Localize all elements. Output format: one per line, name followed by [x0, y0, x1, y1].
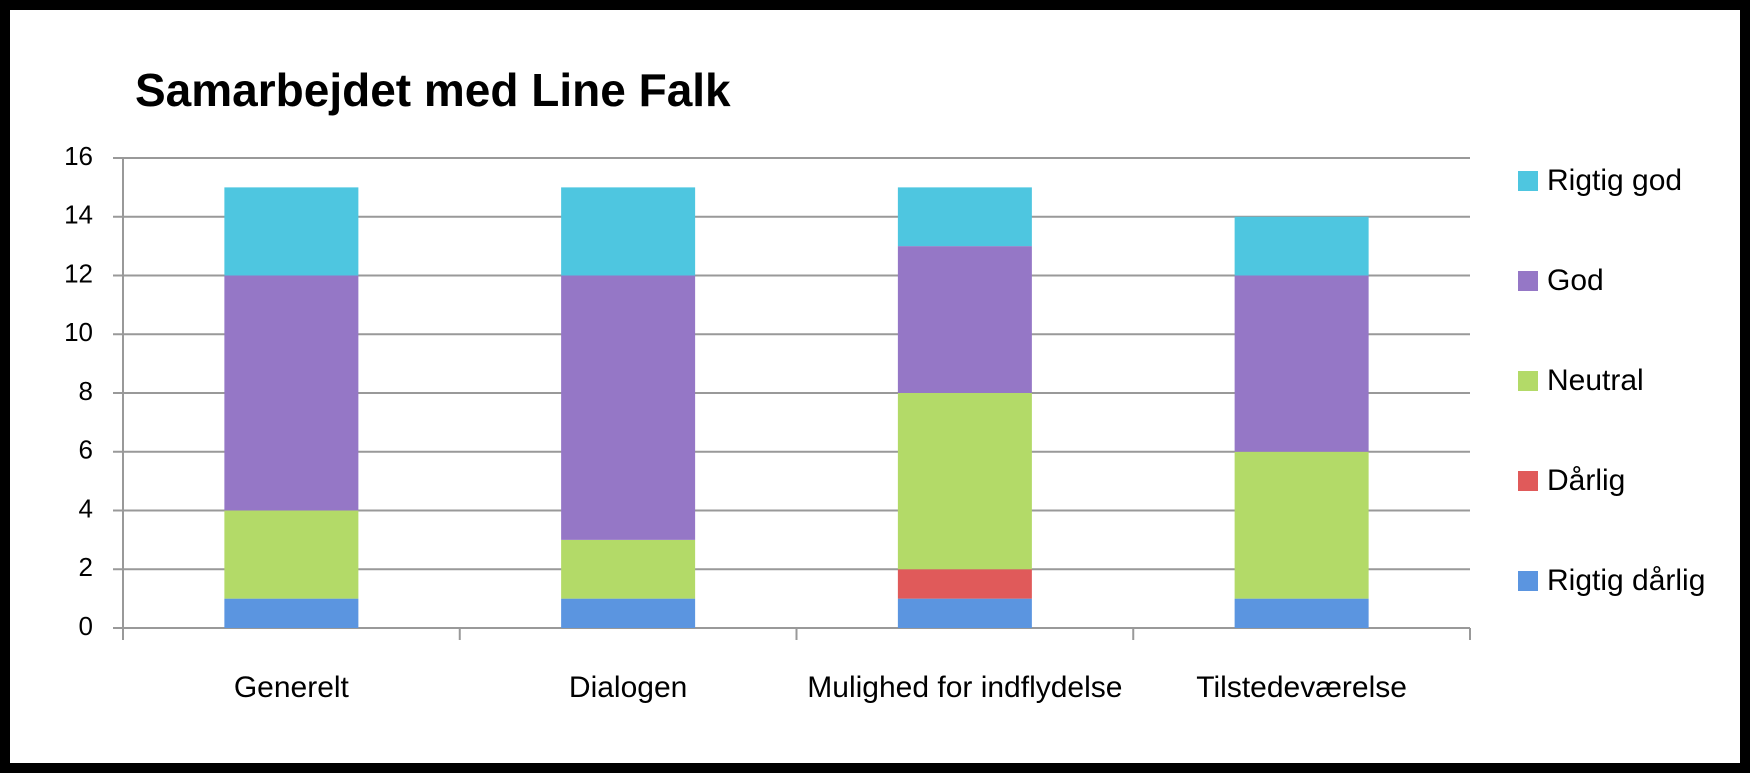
bar-segment: [561, 539, 696, 599]
legend-swatch: [1518, 171, 1538, 191]
legend-swatch: [1518, 371, 1538, 391]
legend-label: Neutral: [1547, 364, 1644, 397]
bar-segment: [897, 569, 1032, 599]
bar-segment: [224, 598, 359, 628]
legend-swatch: [1518, 271, 1538, 291]
bar-segment: [224, 187, 359, 276]
y-tick-label: 2: [79, 552, 93, 582]
x-tick-label: Dialogen: [569, 671, 687, 704]
x-tick-label: Tilstedeværelse: [1196, 671, 1407, 704]
x-tick-label: Mulighed for indflydelse: [807, 671, 1122, 704]
legend-label: Rigtig dårlig: [1547, 564, 1706, 597]
bar-segment: [561, 187, 696, 276]
x-tick-label: Generelt: [234, 671, 350, 704]
bar-segment: [897, 598, 1032, 628]
chart-title: Samarbejdet med Line Falk: [135, 64, 731, 116]
legend-swatch: [1518, 571, 1538, 591]
bar-segment: [897, 393, 1032, 570]
y-tick-label: 16: [64, 141, 93, 171]
legend-label: Rigtig god: [1547, 164, 1683, 197]
bar-segment: [224, 510, 359, 599]
y-tick-label: 4: [79, 493, 93, 523]
legend-label: God: [1547, 264, 1604, 297]
bar-segment: [561, 598, 696, 628]
bar-segment: [1234, 275, 1369, 452]
legend-swatch: [1518, 471, 1538, 491]
y-tick-label: 0: [79, 611, 93, 641]
bar-segment: [1234, 451, 1369, 599]
y-tick-label: 6: [79, 435, 93, 465]
bar-segment: [224, 275, 359, 511]
bar-segment: [897, 246, 1032, 393]
legend-label: Dårlig: [1547, 464, 1626, 497]
bar-segment: [561, 275, 696, 540]
y-tick-label: 8: [79, 376, 93, 406]
y-tick-label: 14: [64, 200, 93, 230]
y-tick-label: 10: [64, 317, 93, 347]
bar-segment: [1234, 598, 1369, 628]
bar-segment: [897, 187, 1032, 247]
bar-segment: [1234, 216, 1369, 276]
y-tick-label: 12: [64, 258, 93, 288]
